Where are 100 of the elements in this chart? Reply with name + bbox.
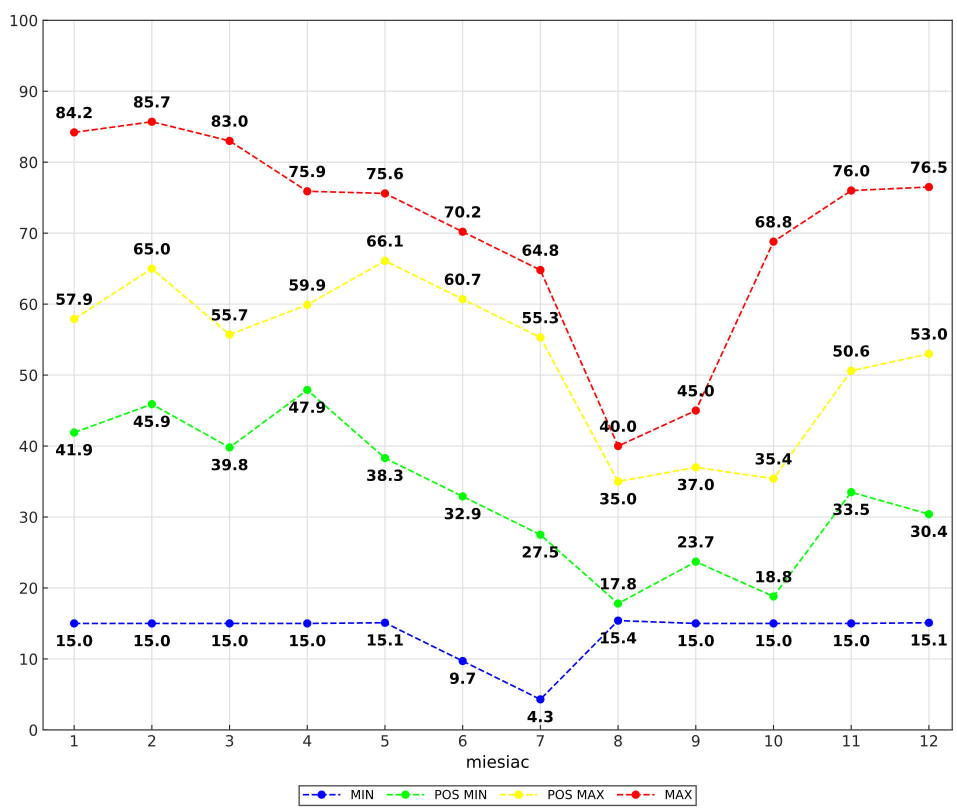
- point: [536, 530, 545, 539]
- data-label: 15.4: [600, 632, 636, 644]
- data-label: 37.0: [678, 478, 714, 490]
- x-tick-label: 8: [614, 735, 622, 747]
- legend-label: POS MAX: [548, 790, 604, 800]
- point: [70, 128, 78, 137]
- point: [536, 695, 545, 704]
- data-label: 76.5: [911, 161, 947, 173]
- y-tick-label: 0: [29, 724, 38, 736]
- data-label: 53.0: [911, 328, 948, 340]
- y-tick-label: 70: [20, 228, 38, 240]
- x-tick-label: 5: [381, 735, 388, 747]
- x-tick-label: 9: [692, 735, 700, 747]
- y-tick-label: 60: [20, 298, 38, 310]
- x-tick-label: 4: [303, 735, 312, 746]
- point: [380, 454, 390, 462]
- x-tick-label: 3: [226, 735, 234, 747]
- point: [692, 463, 700, 472]
- point: [769, 619, 778, 628]
- x-tick-label: 7: [536, 735, 544, 746]
- data-label: 64.8: [522, 244, 558, 256]
- data-label: 15.0: [134, 634, 170, 646]
- data-label: 47.9: [289, 401, 326, 413]
- x-tick-label: 10: [765, 735, 782, 747]
- point: [769, 474, 778, 483]
- data-label: 55.3: [522, 312, 558, 324]
- data-label: 32.9: [444, 508, 481, 520]
- data-label: 85.7: [134, 96, 170, 108]
- data-label: 45.9: [134, 416, 170, 428]
- y-tick-label: 20: [20, 582, 38, 594]
- data-label: 15.0: [678, 634, 714, 646]
- data-label: 35.0: [600, 492, 636, 504]
- point: [303, 386, 312, 394]
- data-label: 9.7: [450, 672, 475, 684]
- x-tick-label: 1: [70, 735, 78, 746]
- point: [70, 428, 78, 437]
- data-label: 39.8: [212, 458, 248, 470]
- x-tick-label: 2: [148, 735, 156, 746]
- point: [692, 558, 700, 566]
- data-label: 66.1: [367, 235, 403, 247]
- point: [225, 619, 234, 628]
- y-tick-label: 90: [20, 86, 38, 98]
- point: [769, 592, 778, 601]
- point: [536, 266, 545, 274]
- point: [380, 618, 390, 627]
- data-label: 41.9: [56, 444, 92, 456]
- point: [536, 333, 545, 342]
- point: [303, 300, 312, 309]
- point: [769, 238, 778, 246]
- data-label: 30.4: [911, 526, 948, 538]
- data-label: 50.6: [834, 345, 870, 357]
- point: [225, 443, 234, 452]
- data-label: 76.0: [833, 164, 870, 177]
- data-label: 40.0: [600, 420, 636, 432]
- point: [847, 488, 856, 496]
- point: [380, 189, 390, 198]
- point: [303, 619, 312, 628]
- data-label: 15.1: [368, 634, 403, 646]
- point: [70, 619, 78, 628]
- point: [614, 599, 622, 608]
- data-label: 45.0: [678, 384, 714, 396]
- point: [614, 616, 622, 625]
- point: [847, 619, 856, 628]
- legend-label: MIN: [352, 790, 373, 800]
- data-label: 15.0: [834, 634, 870, 646]
- data-label: 60.7: [444, 274, 480, 286]
- data-label: 84.2: [56, 106, 92, 118]
- y-tick-label: 40: [20, 440, 38, 452]
- point: [924, 510, 934, 518]
- data-label: 38.3: [367, 469, 403, 482]
- data-label: 15.0: [290, 634, 326, 646]
- data-label: 59.9: [290, 279, 326, 291]
- point: [148, 264, 156, 273]
- point: [458, 294, 467, 304]
- data-label: 75.9: [289, 166, 326, 178]
- point: [70, 314, 78, 324]
- data-label: 15.0: [756, 634, 792, 646]
- point: [303, 187, 312, 196]
- data-label: 23.7: [678, 536, 714, 548]
- data-label: 68.8: [756, 216, 792, 228]
- point: [458, 656, 467, 666]
- point: [225, 330, 234, 339]
- x-tick-label: 11: [843, 735, 860, 746]
- data-label: 4.3: [528, 710, 553, 722]
- data-label: 15.0: [57, 634, 92, 646]
- point: [847, 186, 856, 195]
- point: [458, 228, 467, 236]
- point: [692, 619, 700, 628]
- point: [924, 350, 934, 358]
- y-tick-label: 10: [20, 653, 38, 665]
- data-label: 57.9: [56, 293, 92, 305]
- point: [692, 406, 700, 415]
- point: [148, 619, 156, 628]
- x-axis-title: miesiac: [467, 755, 529, 768]
- data-label: 15.1: [912, 634, 947, 646]
- y-tick-label: 30: [20, 511, 38, 524]
- legend-label: POS MIN: [435, 790, 486, 800]
- point: [458, 492, 467, 501]
- data-label: 70.2: [444, 206, 480, 218]
- data-label: 55.7: [212, 309, 248, 321]
